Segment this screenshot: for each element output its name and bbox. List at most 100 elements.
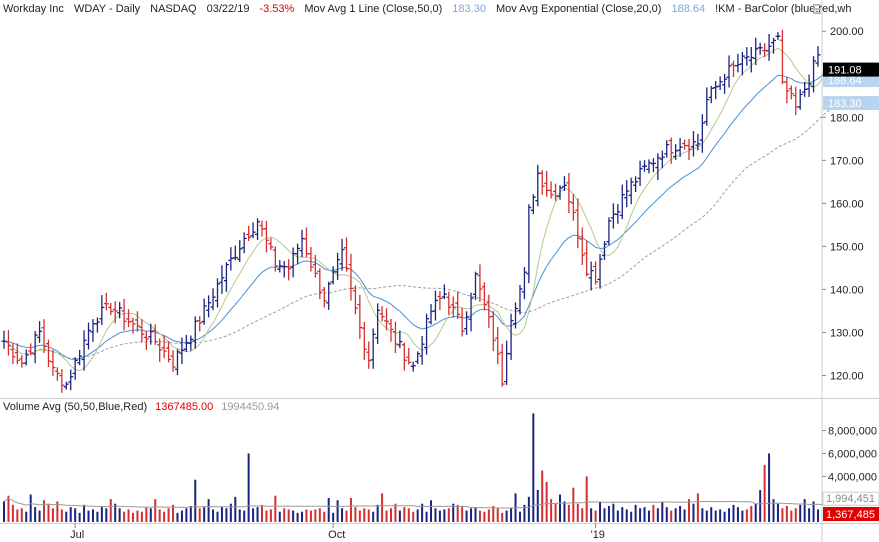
volume-bar	[278, 511, 281, 522]
ohlc-bar	[726, 55, 732, 88]
volume-bar	[256, 507, 259, 522]
volume-bar	[38, 510, 41, 522]
ohlc-bar	[788, 85, 794, 100]
ohlc-bar	[370, 328, 376, 369]
volume-bar	[172, 504, 175, 522]
ohlc-bar	[139, 319, 145, 343]
volume-tick-label: 4,000,000	[828, 471, 877, 483]
volume-avg-tag: 1,994,451	[822, 491, 879, 506]
volume-bar	[274, 495, 277, 522]
ohlc-bar	[722, 73, 728, 94]
menu-icon[interactable]	[813, 4, 821, 14]
price-tick-label: 180.00	[830, 112, 864, 124]
volume-bar	[287, 509, 290, 522]
ohlc-bar	[597, 253, 603, 289]
svg-text:188.64: 188.64	[828, 75, 862, 87]
volume-bar	[532, 413, 535, 522]
ohlc-bar	[730, 60, 736, 78]
volume-bar	[474, 507, 477, 522]
volume-bar	[670, 510, 673, 522]
ohlc-bar	[223, 262, 229, 292]
ohlc-bar	[428, 304, 434, 325]
ohlc-bar	[450, 296, 456, 318]
ohlc-bar	[308, 247, 314, 272]
volume-bar	[376, 504, 379, 522]
ohlc-bar	[112, 301, 118, 324]
ohlc-bar	[59, 369, 65, 393]
ohlc-bar	[619, 184, 625, 220]
ohlc-bar	[432, 290, 438, 321]
volume-bar	[407, 508, 410, 522]
ohlc-bar	[588, 261, 594, 291]
volume-bar	[643, 507, 646, 522]
ohlc-bar	[793, 86, 799, 115]
volume-bar	[799, 504, 802, 522]
volume-bar	[69, 507, 72, 522]
volume-avg-line	[3, 498, 823, 509]
volume-bar	[145, 507, 148, 522]
ohlc-bar	[490, 311, 496, 352]
ohlc-bar	[197, 316, 203, 332]
volume-bar	[345, 510, 348, 522]
time-tick-label: '19	[591, 529, 605, 541]
ohlc-bar	[513, 302, 519, 329]
volume-bar	[656, 508, 659, 522]
volume-bar	[260, 504, 263, 522]
ohlc-bar	[526, 204, 532, 284]
ohlc-bar	[161, 335, 167, 359]
volume-bar	[381, 493, 384, 522]
price-tick-label: 150.00	[830, 241, 864, 253]
volume-bar	[20, 508, 23, 522]
volume-bar	[661, 501, 664, 522]
volume-bar	[252, 508, 255, 522]
ohlc-bar	[295, 243, 301, 265]
volume-bar	[60, 509, 63, 522]
volume-bar	[385, 510, 388, 522]
volume-bar	[43, 500, 46, 522]
ohlc-bar	[246, 225, 252, 242]
volume-bar	[599, 501, 602, 522]
ohlc-bar	[642, 160, 648, 172]
ohlc-bar	[268, 237, 274, 250]
volume-bar	[216, 511, 219, 522]
volume-bar	[318, 508, 321, 522]
ohlc-bar	[174, 349, 180, 376]
ohlc-bar	[384, 308, 390, 331]
ohlc-bar	[575, 198, 581, 249]
ohlc-bar	[668, 137, 674, 164]
volume-bar	[607, 506, 610, 522]
ma1-value: 183.30	[452, 3, 486, 15]
ohlc-bar	[699, 114, 705, 153]
volume-bar	[794, 508, 797, 522]
volume-bar	[443, 509, 446, 522]
volume-bar	[3, 501, 5, 522]
ohlc-bar	[455, 291, 461, 320]
ohlc-bar	[477, 264, 483, 302]
ohlc-bar	[90, 319, 96, 342]
ohlc-bar	[263, 220, 269, 253]
ohlc-bar	[366, 341, 372, 369]
ohlc-bar	[624, 180, 630, 208]
ohlc-bar	[397, 330, 403, 349]
volume-bar	[349, 498, 352, 522]
ohlc-bar	[32, 330, 38, 364]
ohlc-bar	[219, 265, 225, 294]
ohlc-bar	[695, 133, 701, 151]
volume-bar	[478, 510, 481, 522]
ohlc-bar	[388, 318, 394, 342]
volume-bar	[768, 453, 771, 522]
ohlc-bar	[86, 322, 92, 350]
volume-bar	[394, 503, 397, 522]
volume-bar	[523, 504, 526, 522]
volume-bar	[114, 503, 117, 522]
volume-bar	[225, 508, 228, 522]
price-tick-label: 120.00	[830, 370, 864, 382]
ohlc-bar	[561, 176, 567, 192]
ohlc-bar	[424, 313, 430, 355]
volume-bar	[136, 510, 139, 522]
ohlc-bar	[94, 317, 100, 333]
ohlc-bar	[646, 159, 652, 174]
ohlc-bar	[192, 316, 198, 349]
volume-bar	[265, 510, 268, 522]
volume-bar	[803, 499, 806, 522]
